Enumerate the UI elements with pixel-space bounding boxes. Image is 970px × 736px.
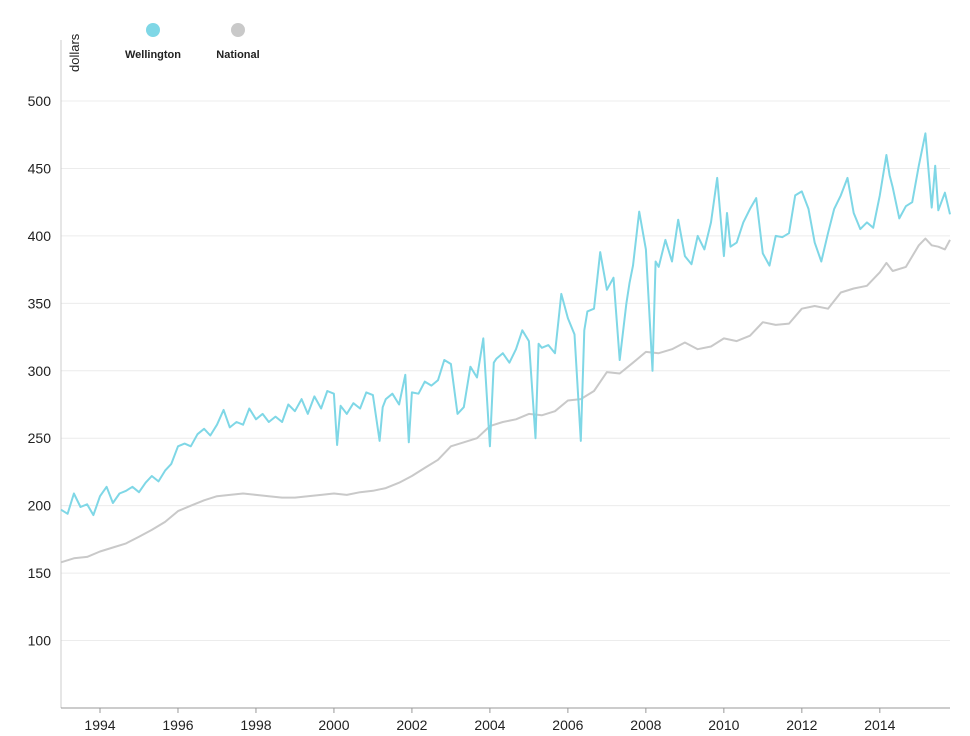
y-tick-label: 200 — [28, 498, 52, 514]
x-axis-ticks: 1994 1996 1998 2000 2002 2004 2006 2008 2010 2012… — [84, 708, 896, 733]
y-tick-label: 400 — [28, 228, 52, 244]
legend-swatch-national — [231, 23, 245, 37]
y-axis-ticks: 100 150 200 250 300 350 400 450 500 — [28, 93, 52, 649]
x-tick-label: 1994 — [84, 717, 115, 733]
series-line-wellington — [60, 132, 951, 517]
x-tick-label: 2014 — [864, 717, 895, 733]
y-tick-label: 150 — [28, 565, 52, 581]
gridlines — [61, 100, 950, 642]
x-tick-label: 2004 — [474, 717, 505, 733]
x-tick-label: 2012 — [786, 717, 817, 733]
y-tick-label: 300 — [28, 363, 52, 379]
legend-label-wellington: Wellington — [125, 49, 181, 61]
y-tick-label: 250 — [28, 430, 52, 446]
y-tick-label: 500 — [28, 93, 52, 109]
legend-swatch-wellington — [146, 23, 160, 37]
x-tick-label: 2006 — [552, 717, 583, 733]
y-tick-label: 450 — [28, 160, 52, 176]
x-tick-label: 2000 — [318, 717, 349, 733]
x-tick-label: 2002 — [396, 717, 427, 733]
series-line-national — [60, 237, 951, 564]
y-tick-label: 100 — [28, 633, 52, 649]
x-tick-label: 2010 — [708, 717, 739, 733]
x-tick-label: 1998 — [240, 717, 271, 733]
legend-label-national: National — [216, 49, 259, 61]
x-tick-label: 2008 — [630, 717, 661, 733]
x-tick-label: 1996 — [162, 717, 193, 733]
y-tick-label: 350 — [28, 295, 52, 311]
series-lines — [60, 132, 951, 564]
legend: Wellington National — [125, 23, 260, 61]
y-axis-title: dollars — [67, 33, 82, 72]
